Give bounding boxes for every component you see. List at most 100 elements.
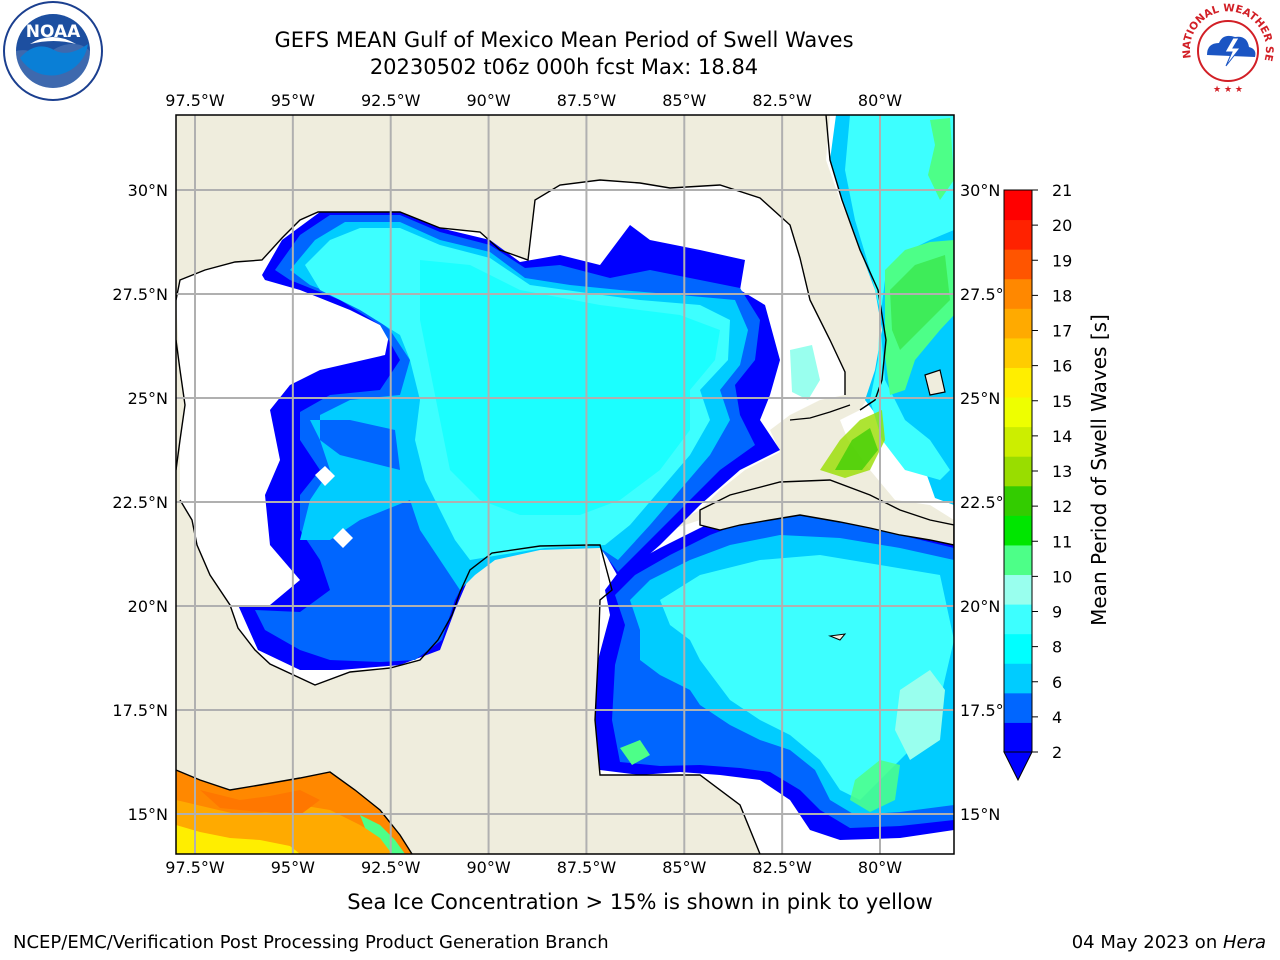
florida-keys [789,404,851,421]
map-frame [175,114,955,855]
colorbar-tick-label: 2 [1052,743,1062,762]
lat-label-right: 27.5°N [960,285,1016,304]
swell-pacific-yellow [176,825,300,854]
map-gridlines [176,115,954,854]
lat-label-right: 25°N [960,389,1000,408]
lon-label-bottom: 97.5°W [165,858,225,877]
colorbar-tick-label: 20 [1052,216,1072,235]
swell-key-blue [790,345,820,400]
swell-straits-green2 [835,428,878,470]
colorbar-segment [1004,574,1032,605]
lon-label-top: 92.5°W [361,91,421,110]
coastline-gulf [176,179,846,395]
small-island [828,633,847,641]
swell-gulf-cyan3 [420,260,720,515]
colorbar-tick-label: 18 [1052,286,1072,305]
sea-ice-caption: Sea Ice Concentration > 15% is shown in … [347,890,933,914]
bahamas-islands [924,369,946,396]
swell-carib-lightgreen [850,760,900,812]
footer-credit: NCEP/EMC/Verification Post Processing Pr… [13,932,609,953]
lon-label-top: 87.5°W [557,91,617,110]
lon-label-bottom: 85°W [662,858,706,877]
colorbar-segment [1004,367,1032,398]
chart-subtitle: 20230502 t06z 000h fcst Max: 18.84 [369,55,759,79]
colorbar-segment [1004,397,1032,428]
colorbar: 2 4 6 8 9 10 11 12 13 14 15 16 17 18 19 20 21 [1003,181,1072,782]
lon-label-bottom: 95°W [271,858,315,877]
lat-label-left: 27.5°N [112,285,168,304]
swell-carib-mint [895,670,945,760]
map-plot-area [176,115,954,854]
lat-label-left: 22.5°N [112,493,168,512]
colorbar-segment [1004,633,1032,664]
colorbar-tick-label: 6 [1052,673,1062,692]
colorbar-tick-label: 12 [1052,497,1072,516]
colorbar-segment [1004,604,1032,635]
lat-label-right: 15°N [960,805,1000,824]
lon-label-bottom: 80°W [858,858,902,877]
svg-text:★ ★ ★: ★ ★ ★ [1213,85,1243,95]
colorbar-segment [1004,249,1032,280]
colorbar-tick-label: 9 [1052,603,1062,622]
swell-carib-smallgreen [620,740,650,765]
coastline-mexico [179,499,761,854]
colorbar-segment [1004,663,1032,694]
lat-label-left: 15°N [128,805,168,824]
colorbar-segment [1004,515,1032,546]
lat-labels-left: 30°N 27.5°N 25°N 22.5°N 20°N 17.5°N 15°N [112,181,168,824]
colorbar-tick-label: 8 [1052,638,1062,657]
colorbar-segment [1004,692,1032,723]
lat-label-left: 25°N [128,389,168,408]
colorbar-tick-label: 14 [1052,427,1072,446]
lat-label-left: 20°N [128,597,168,616]
colorbar-segment [1004,544,1032,576]
swell-gulf-hole2 [333,528,353,548]
colorbar-tick-label: 17 [1052,322,1072,341]
swell-atl-cyan2 [845,115,954,480]
coastline-mexico-west [176,339,186,471]
swell-pacific-orange2 [200,790,320,815]
colorbar-extend-min [1003,751,1033,782]
colorbar-tick-label: 13 [1052,462,1072,481]
lat-label-right: 17.5°N [960,701,1016,720]
footer-machine: Hera [1222,932,1266,953]
colorbar-label: Mean Period of Swell Waves [s] [1087,314,1111,626]
colorbar-tick-label: 21 [1052,181,1072,200]
colorbar-segment [1004,219,1032,250]
colorbar-tick-label: 16 [1052,357,1072,376]
lon-labels-top: 97.5°W 95°W 92.5°W 90°W 87.5°W 85°W 82.5°W 80°W [165,91,902,110]
colorbar-tick-label: 11 [1052,532,1072,551]
colorbar-segment [1004,190,1032,221]
lat-labels-right: 30°N 27.5°N 25°N 22.5°N 20°N 17.5°N 15°N [960,181,1016,824]
colorbar-tick-label: 4 [1052,708,1062,727]
lon-label-bottom: 90°W [466,858,510,877]
lat-label-left: 17.5°N [112,701,168,720]
footer-date-text: 04 May 2023 on [1071,932,1223,953]
lon-label-top: 90°W [466,91,510,110]
swell-pacific-green [360,815,405,854]
cuba-island [699,479,954,546]
colorbar-segment [1004,308,1032,339]
colorbar-tick-label: 15 [1052,392,1072,411]
lat-label-right: 22.5°N [960,493,1016,512]
noaa-logo-text: NOAA [26,22,81,42]
lon-labels-bottom: 97.5°W 95°W 92.5°W 90°W 87.5°W 85°W 82.5°W 80°W [165,858,902,877]
lon-label-bottom: 82.5°W [752,858,812,877]
lat-label-left: 30°N [128,181,168,200]
colorbar-segment [1004,278,1032,309]
colorbar-segment [1004,337,1032,368]
coastline-florida-east [825,115,887,411]
footer-date: 04 May 2023 on Hera [1072,932,1266,953]
lon-label-top: 95°W [271,91,315,110]
noaa-logo: NOAA [3,1,103,101]
lon-label-top: 82.5°W [752,91,812,110]
chart-title: GEFS MEAN Gulf of Mexico Mean Period of … [274,28,854,52]
swell-gulf-hole1 [315,466,335,486]
nws-logo: NATIONAL WEATHER SERVICE ★ ★ ★ [1177,0,1277,100]
lat-label-right: 30°N [960,181,1000,200]
swell-atl-top-green [928,118,954,200]
colorbar-segment [1004,485,1032,516]
colorbar-tick-label: 10 [1052,567,1072,586]
lon-label-bottom: 92.5°W [361,858,421,877]
